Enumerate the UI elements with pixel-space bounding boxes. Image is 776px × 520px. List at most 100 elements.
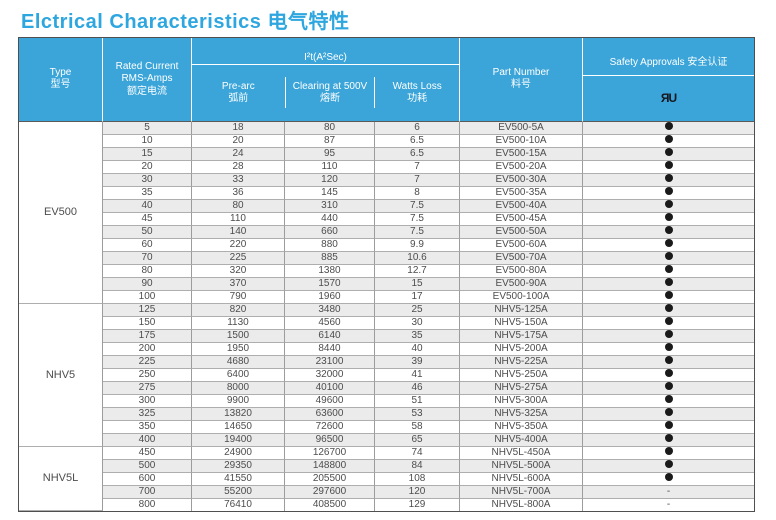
watts-loss-cell: 84 [375, 459, 461, 473]
pre-arc-cell: 1130 [192, 316, 285, 330]
approval-dot-icon [664, 330, 673, 339]
rated-current-cell: 200 [103, 342, 192, 356]
table-row: EV500 5 18 80 6 EV500-5A [19, 121, 754, 304]
safety-approval-cell [583, 407, 754, 421]
watts-loss-cell: 53 [375, 407, 461, 421]
table-row: 100 790 1960 17 EV500-100A [19, 290, 754, 304]
page-title: Elctrical Characteristics 电气特性 [21, 11, 350, 33]
clearing-cell: 110 [285, 160, 375, 174]
pre-arc-cell: 225 [192, 251, 285, 265]
table-row: 90 370 1570 15 EV500-90A [19, 277, 754, 291]
safety-approval-cell [583, 342, 754, 356]
clearing-cell: 1570 [285, 277, 375, 291]
ul-recognized-mark-icon: ЯU [660, 90, 677, 105]
rated-current-cell: 15 [103, 147, 192, 161]
table-row: 325 13820 63600 53 NHV5-325A [19, 407, 754, 421]
clearing-cell: 96500 [285, 433, 375, 447]
rated-current-cell: 30 [103, 173, 192, 187]
part-number-cell: EV500-70A [460, 251, 584, 265]
part-number-cell: EV500-100A [460, 290, 584, 304]
table-row: 500 29350 148800 84 NHV5L-500A [19, 459, 754, 473]
part-number-cell: EV500-5A [460, 121, 584, 135]
rated-current-cell: 450 [103, 446, 192, 460]
clearing-cell: 660 [285, 225, 375, 239]
part-number-cell: EV500-40A [460, 199, 584, 213]
rated-current-cell: 90 [103, 277, 192, 291]
pre-arc-cell: 33 [192, 173, 285, 187]
watts-loss-cell: 129 [375, 498, 461, 511]
pre-arc-cell: 41550 [192, 472, 285, 486]
pre-arc-cell: 76410 [192, 498, 285, 511]
watts-loss-cell: 7 [375, 173, 461, 187]
header-safety-approvals: Safety Approvals 安全认证 ЯU [583, 38, 754, 122]
part-number-cell: NHV5-225A [460, 355, 584, 369]
safety-approval-cell [583, 381, 754, 395]
safety-approval-cell [583, 368, 754, 382]
rated-current-cell: 275 [103, 381, 192, 395]
safety-approval-cell [583, 433, 754, 447]
clearing-cell: 120 [285, 173, 375, 187]
watts-loss-cell: 7.5 [375, 225, 461, 239]
type-cell: NHV5 [19, 303, 103, 447]
clearing-cell: 148800 [285, 459, 375, 473]
rated-current-cell: 350 [103, 420, 192, 434]
safety-approval-cell [583, 199, 754, 213]
header-safety-label: Safety Approvals 安全认证 [583, 51, 754, 76]
part-number-cell: EV500-90A [460, 277, 584, 291]
safety-approval-cell [583, 186, 754, 200]
clearing-cell: 885 [285, 251, 375, 265]
rated-current-cell: 800 [103, 498, 192, 511]
rated-current-cell: 35 [103, 186, 192, 200]
approval-dot-icon [664, 291, 673, 300]
clearing-cell: 408500 [285, 498, 375, 511]
safety-approval-cell [583, 173, 754, 187]
approval-dot-icon [664, 473, 673, 482]
watts-loss-cell: 58 [375, 420, 461, 434]
pre-arc-cell: 18 [192, 121, 285, 135]
pre-arc-cell: 9900 [192, 394, 285, 408]
pre-arc-cell: 14650 [192, 420, 285, 434]
table-row: 225 4680 23100 39 NHV5-225A [19, 355, 754, 369]
clearing-cell: 95 [285, 147, 375, 161]
clearing-cell: 80 [285, 121, 375, 135]
clearing-cell: 1960 [285, 290, 375, 304]
part-number-cell: EV500-35A [460, 186, 584, 200]
safety-approval-cell [583, 147, 754, 161]
rated-current-cell: 45 [103, 212, 192, 226]
table-row: 275 8000 40100 46 NHV5-275A [19, 381, 754, 395]
approval-dot-icon [664, 382, 673, 391]
table-row: 20 28 110 7 EV500-20A [19, 160, 754, 174]
part-number-cell: EV500-30A [460, 173, 584, 187]
approval-dot-icon [664, 447, 673, 456]
pre-arc-cell: 820 [192, 303, 285, 317]
header-clearing: Clearing at 500V 熔断 [284, 77, 375, 108]
safety-approval-cell [583, 394, 754, 408]
rated-current-cell: 60 [103, 238, 192, 252]
table-row: 150 1130 4560 30 NHV5-150A [19, 316, 754, 330]
clearing-cell: 49600 [285, 394, 375, 408]
watts-loss-cell: 25 [375, 303, 461, 317]
approval-dot-icon [664, 200, 673, 209]
watts-loss-cell: 12.7 [375, 264, 461, 278]
pre-arc-cell: 4680 [192, 355, 285, 369]
safety-approval-cell [583, 160, 754, 174]
clearing-cell: 23100 [285, 355, 375, 369]
table-row: 200 1950 8440 40 NHV5-200A [19, 342, 754, 356]
rated-current-cell: 10 [103, 134, 192, 148]
pre-arc-cell: 220 [192, 238, 285, 252]
header-watts-loss: Watts Loss 功耗 [374, 77, 459, 108]
rated-current-cell: 400 [103, 433, 192, 447]
table-header: Type 型号 Rated Current RMS-Amps 额定电流 I²t(… [19, 38, 754, 122]
part-number-cell: NHV5L-450A [460, 446, 584, 460]
rated-current-cell: 700 [103, 485, 192, 499]
safety-approval-cell [583, 134, 754, 148]
part-number-cell: NHV5-400A [460, 433, 584, 447]
table-row: 35 36 145 8 EV500-35A [19, 186, 754, 200]
watts-loss-cell: 39 [375, 355, 461, 369]
watts-loss-cell: 17 [375, 290, 461, 304]
clearing-cell: 440 [285, 212, 375, 226]
part-number-cell: NHV5-150A [460, 316, 584, 330]
clearing-cell: 72600 [285, 420, 375, 434]
watts-loss-cell: 7 [375, 160, 461, 174]
